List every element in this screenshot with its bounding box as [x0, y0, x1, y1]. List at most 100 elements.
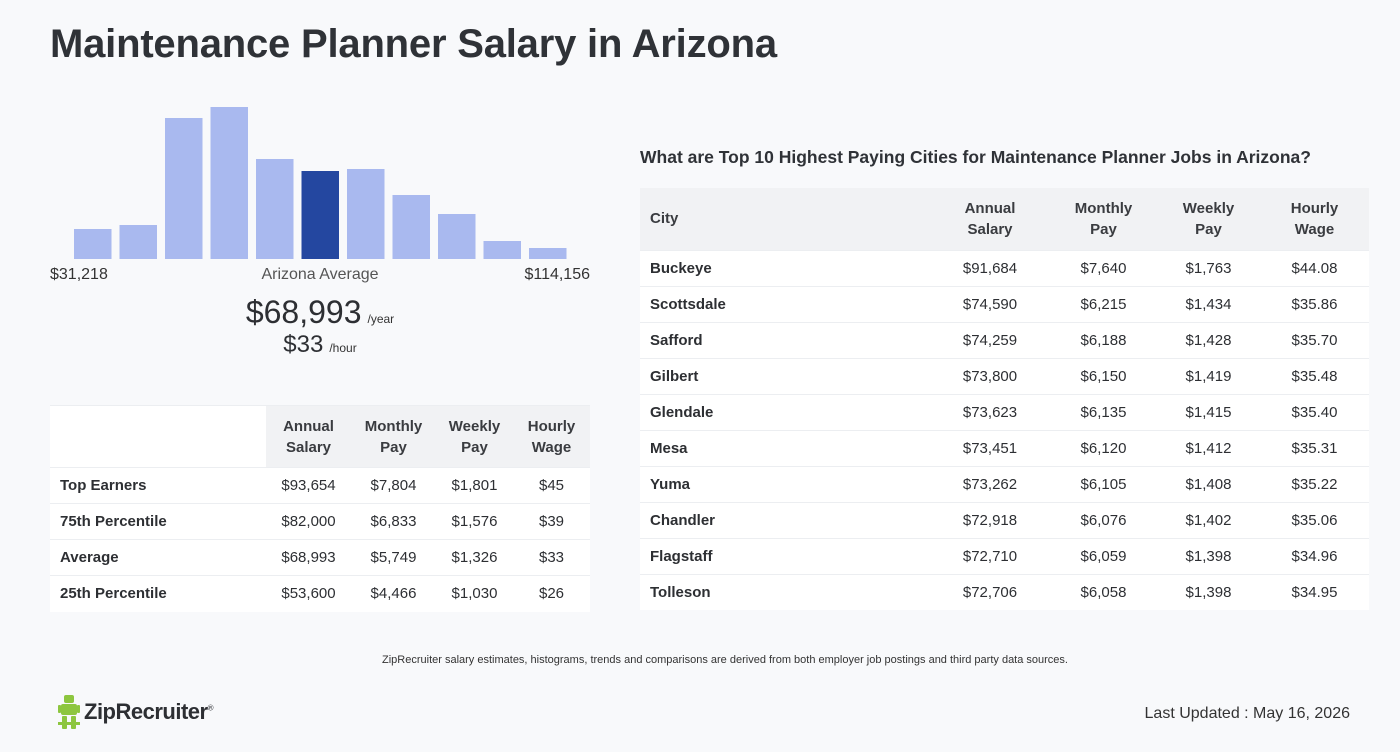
percentile-header-weekly: Weekly Pay [436, 405, 513, 468]
header-monthly-l2: Pay [380, 438, 407, 456]
table-row: Tolleson $72,706 $6,058 $1,398 $34.95 [640, 573, 1369, 610]
cell-monthly: $5,749 [351, 539, 436, 576]
cell-monthly: $7,640 [1050, 249, 1157, 286]
cell-hourly: $35.40 [1260, 393, 1369, 430]
cell-monthly: $6,135 [1050, 393, 1157, 430]
cell-monthly: $4,466 [351, 575, 436, 612]
table-row: Gilbert $73,800 $6,150 $1,419 $35.48 [640, 357, 1369, 394]
cell-annual: $72,710 [930, 537, 1050, 574]
page-title: Maintenance Planner Salary in Arizona [50, 22, 777, 66]
ziprecruiter-logo[interactable]: ZipRecruiter® [58, 694, 214, 730]
percentile-header-row: Annual Salary Monthly Pay Weekly Pay Hourly… [50, 405, 590, 468]
cell-annual: $93,654 [266, 467, 351, 504]
cell-monthly: $6,059 [1050, 537, 1157, 574]
logo-registered-mark: ® [207, 703, 214, 713]
cell-weekly: $1,576 [436, 503, 513, 540]
average-year-value: $68,993 [245, 294, 362, 330]
table-row: Glendale $73,623 $6,135 $1,415 $35.40 [640, 393, 1369, 430]
cell-annual: $73,262 [930, 465, 1050, 502]
percentile-header-monthly: Monthly Pay [351, 405, 436, 468]
cell-monthly: $6,833 [351, 503, 436, 540]
city-name: Gilbert [640, 357, 930, 394]
histogram-min-label: $31,218 [50, 266, 108, 283]
histogram-bar [529, 248, 567, 259]
table-row: 75th Percentile $82,000 $6,833 $1,576 $3… [50, 503, 590, 540]
table-row: Safford $74,259 $6,188 $1,428 $35.70 [640, 321, 1369, 358]
average-yearly-salary: $68,993/year [50, 294, 590, 331]
cities-header-monthly: Monthly Pay [1050, 188, 1157, 250]
percentile-header-hourly: Hourly Wage [513, 405, 590, 468]
percentile-header-annual: Annual Salary [266, 405, 351, 468]
cell-hourly: $34.96 [1260, 537, 1369, 574]
cell-weekly: $1,801 [436, 467, 513, 504]
cell-hourly: $35.22 [1260, 465, 1369, 502]
cell-monthly: $6,105 [1050, 465, 1157, 502]
percentile-table: Annual Salary Monthly Pay Weekly Pay Hourly… [50, 405, 590, 612]
table-row: Flagstaff $72,710 $6,059 $1,398 $34.96 [640, 537, 1369, 574]
cities-header-annual: Annual Salary [930, 188, 1050, 250]
city-name: Buckeye [640, 249, 930, 286]
histogram-bar [119, 225, 157, 259]
header-monthly-l1: Monthly [1074, 199, 1133, 217]
cell-weekly: $1,326 [436, 539, 513, 576]
cell-annual: $68,993 [266, 539, 351, 576]
cell-hourly: $35.86 [1260, 285, 1369, 322]
table-row: Yuma $73,262 $6,105 $1,408 $35.22 [640, 465, 1369, 502]
cell-hourly: $34.95 [1260, 573, 1369, 610]
histogram-average-label: Arizona Average [261, 266, 379, 283]
row-label: Average [50, 539, 266, 576]
cell-hourly: $35.70 [1260, 321, 1369, 358]
city-name: Scottsdale [640, 285, 930, 322]
cell-weekly: $1,408 [1157, 465, 1260, 502]
histogram-bar [256, 159, 294, 259]
histogram-bar-average [301, 171, 339, 259]
header-hourly-l2: Wage [531, 438, 572, 456]
salary-histogram [50, 90, 590, 260]
header-hourly-l2: Wage [1294, 220, 1335, 238]
table-row: Scottsdale $74,590 $6,215 $1,434 $35.86 [640, 285, 1369, 322]
cities-heading: What are Top 10 Highest Paying Cities fo… [640, 147, 1311, 167]
row-label: 75th Percentile [50, 503, 266, 540]
cell-annual: $74,590 [930, 285, 1050, 322]
cell-weekly: $1,428 [1157, 321, 1260, 358]
cell-hourly: $39 [513, 503, 590, 540]
header-hourly-l1: Hourly [527, 417, 576, 435]
histogram-bar [165, 118, 203, 259]
histogram-bar [210, 107, 248, 259]
header-weekly-l1: Weekly [448, 417, 501, 435]
cities-header-hourly: Hourly Wage [1260, 188, 1369, 250]
cell-monthly: $6,215 [1050, 285, 1157, 322]
histogram-bar [438, 214, 476, 259]
cell-weekly: $1,402 [1157, 501, 1260, 538]
cities-table-body: Buckeye $91,684 $7,640 $1,763 $44.08 Scottsda… [640, 249, 1369, 610]
last-updated: Last Updated : May 16, 2026 [1144, 705, 1350, 722]
cities-table: City Annual Salary Monthly Pay Weekly Pay H… [640, 188, 1369, 610]
average-hour-unit: /hour [329, 341, 357, 355]
header-weekly-l2: Pay [461, 438, 488, 456]
city-name: Yuma [640, 465, 930, 502]
cities-header-city: City [640, 188, 930, 250]
header-annual-l1: Annual [283, 417, 334, 435]
percentile-header-blank [50, 405, 266, 468]
header-annual-l1: Annual [964, 199, 1016, 217]
average-hour-value: $33 [283, 331, 324, 358]
table-row: Top Earners $93,654 $7,804 $1,801 $45 [50, 467, 590, 504]
logo-text: ZipRecruiter® [84, 699, 214, 725]
cell-monthly: $6,188 [1050, 321, 1157, 358]
cell-weekly: $1,398 [1157, 537, 1260, 574]
cell-monthly: $6,120 [1050, 429, 1157, 466]
cities-header-weekly: Weekly Pay [1157, 188, 1260, 250]
header-weekly-l2: Pay [1195, 220, 1222, 238]
header-weekly-l1: Weekly [1182, 199, 1235, 217]
table-row: Mesa $73,451 $6,120 $1,412 $35.31 [640, 429, 1369, 466]
city-name: Flagstaff [640, 537, 930, 574]
row-label: Top Earners [50, 467, 266, 504]
histogram-bar [483, 241, 521, 259]
cell-monthly: $6,150 [1050, 357, 1157, 394]
header-annual-l2: Salary [285, 438, 332, 456]
city-name: Tolleson [640, 573, 930, 610]
city-name: Safford [640, 321, 930, 358]
average-year-unit: /year [367, 312, 395, 326]
cell-annual: $74,259 [930, 321, 1050, 358]
zip-person-icon [58, 695, 80, 729]
